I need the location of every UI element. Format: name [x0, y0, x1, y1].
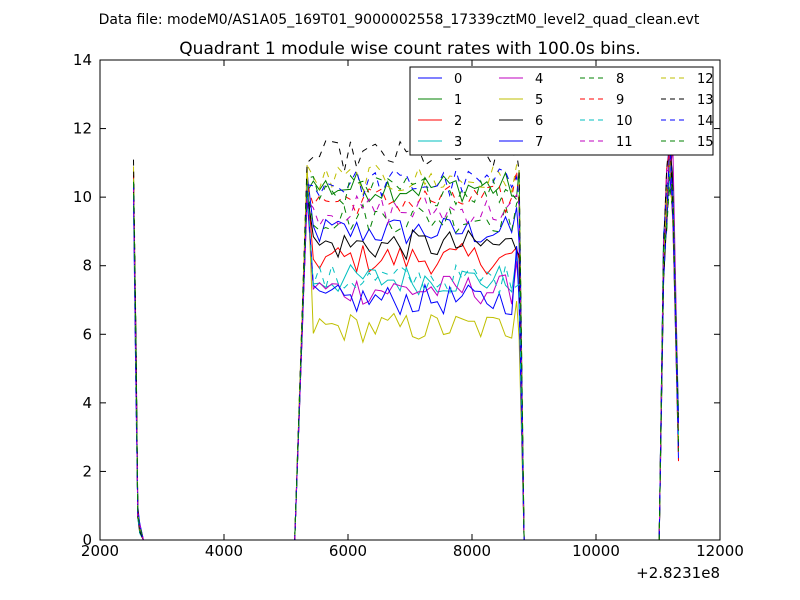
x-tick-label: 6000: [329, 542, 367, 560]
legend-label-3: 3: [454, 135, 462, 150]
series-line-0: [133, 139, 679, 541]
y-tick-label: 12: [73, 120, 92, 138]
series-line-8: [133, 182, 679, 541]
series-line-7: [133, 173, 679, 541]
series-line-9: [133, 138, 679, 541]
legend-label-14: 14: [697, 114, 714, 129]
y-tick-label: 2: [82, 462, 92, 480]
legend-label-8: 8: [616, 72, 624, 87]
x-tick-label: 12000: [696, 542, 744, 560]
legend-label-10: 10: [616, 114, 633, 129]
x-tick-label: 4000: [205, 542, 243, 560]
y-tick-label: 6: [82, 325, 92, 343]
series-line-6: [133, 137, 679, 541]
plot-frame: [99, 59, 721, 541]
legend-label-6: 6: [535, 114, 543, 129]
y-tick-label: 10: [73, 188, 92, 206]
legend-label-1: 1: [454, 93, 462, 108]
legend-label-7: 7: [535, 135, 543, 150]
series-line-12: [133, 163, 679, 541]
x-tick-label: 10000: [572, 542, 620, 560]
series-line-10: [133, 167, 679, 541]
x-tick-label: 8000: [453, 542, 491, 560]
y-tick-label: 14: [73, 51, 92, 69]
x-tick-label: 2000: [81, 542, 119, 560]
y-tick-label: 8: [82, 257, 92, 275]
x-offset-label: +2.8231e8: [636, 564, 720, 582]
y-tick-label: 4: [82, 394, 92, 412]
legend-label-9: 9: [616, 93, 624, 108]
legend-label-15: 15: [697, 135, 714, 150]
series-line-11: [133, 140, 679, 541]
legend-label-11: 11: [616, 135, 633, 150]
series-line-15: [133, 174, 679, 541]
series-line-4: [133, 149, 679, 541]
series-line-14: [133, 141, 679, 541]
series-layer: [133, 133, 679, 541]
legend-label-12: 12: [697, 72, 714, 87]
series-line-2: [133, 148, 679, 541]
y-tick-label: 0: [82, 531, 92, 549]
chart-suptitle: Data file: modeM0/AS1A05_169T01_90000025…: [99, 12, 700, 28]
legend-label-2: 2: [454, 114, 462, 129]
series-line-5: [133, 159, 679, 541]
legend-label-0: 0: [454, 72, 462, 87]
series-line-13: [133, 133, 679, 541]
chart-title: Quadrant 1 module wise count rates with …: [179, 39, 640, 59]
legend-label-5: 5: [535, 93, 543, 108]
legend-label-13: 13: [697, 93, 714, 108]
series-line-3: [133, 172, 679, 541]
series-line-1: [133, 150, 679, 541]
legend-label-4: 4: [535, 72, 543, 87]
legend-box: [409, 66, 714, 156]
